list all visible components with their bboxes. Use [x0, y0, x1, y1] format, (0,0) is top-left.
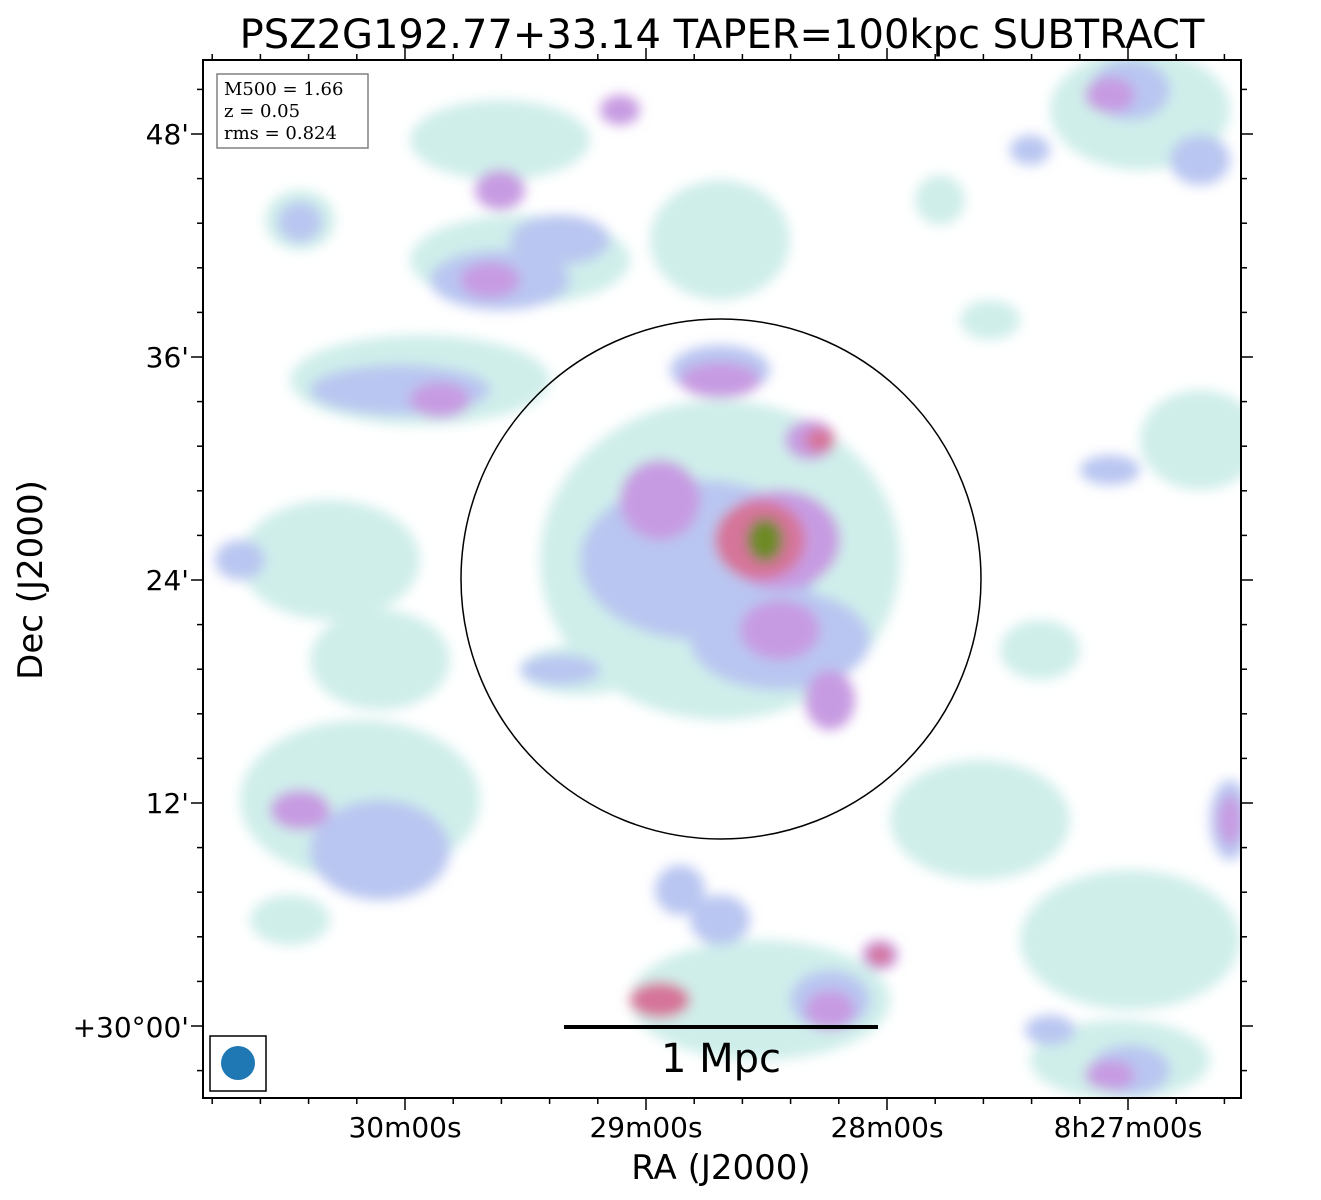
info-redshift: z = 0.05 [224, 101, 300, 122]
x-tick-label: 28m00s [830, 1111, 943, 1144]
beam-ellipse [221, 1046, 255, 1080]
y-tick-label: 36' [146, 341, 189, 374]
x-tick-label: 8h27m00s [1054, 1111, 1203, 1144]
plot-area: 1 Mpc M500 = 1.66 z = 0.05 rms = 0.824 [202, 59, 1242, 1099]
y-tick-label: 24' [146, 564, 189, 597]
y-tick-labels: 48' 36' 24' 12' +30°00' [73, 118, 189, 1044]
x-tick-label: 29m00s [589, 1111, 702, 1144]
axis-ticks [191, 48, 1253, 1110]
info-box-frame [216, 73, 369, 149]
info-rms: rms = 0.824 [224, 123, 337, 144]
y-tick-label: 48' [146, 118, 189, 151]
emission-peak [747, 518, 783, 562]
x-tick-label: 30m00s [348, 1111, 461, 1144]
emission-map: 1 Mpc [209, 60, 1241, 1098]
info-mass: M500 = 1.66 [224, 79, 343, 100]
x-tick-labels: 30m00s 29m00s 28m00s 8h27m00s [348, 1111, 1202, 1144]
y-tick-label: +30°00' [73, 1011, 189, 1044]
x-axis-label: RA (J2000) [631, 1148, 810, 1188]
y-tick-label: 12' [146, 787, 189, 820]
y-axis-label: Dec (J2000) [11, 480, 51, 680]
plot-frame [202, 59, 1242, 1099]
r500-circle [460, 318, 982, 840]
emission-blobs [215, 60, 1241, 1098]
scale-bar-label: 1 Mpc [661, 1036, 781, 1082]
plot-title: PSZ2G192.77+33.14 TAPER=100kpc SUBTRACT [240, 12, 1205, 58]
info-box: M500 = 1.66 z = 0.05 rms = 0.824 [216, 73, 369, 149]
